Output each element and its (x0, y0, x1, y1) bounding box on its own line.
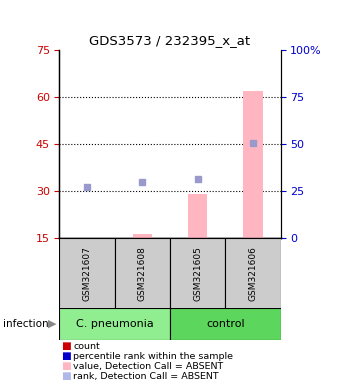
Bar (225, 238, 280, 309)
Text: rank, Detection Call = ABSENT: rank, Detection Call = ABSENT (73, 372, 219, 381)
Bar (243, 91, 262, 238)
Text: percentile rank within the sample: percentile rank within the sample (73, 352, 233, 361)
Text: infection: infection (3, 319, 49, 329)
Text: ■: ■ (62, 371, 71, 381)
Bar (170, 308, 280, 340)
Text: value, Detection Call = ABSENT: value, Detection Call = ABSENT (73, 362, 223, 371)
Text: ■: ■ (62, 341, 71, 351)
Text: C. pneumonia: C. pneumonia (76, 319, 154, 329)
Text: GSM321605: GSM321605 (193, 246, 202, 301)
Bar (188, 194, 207, 238)
Text: GSM321608: GSM321608 (138, 246, 147, 301)
Bar (115, 238, 170, 309)
Text: GSM321606: GSM321606 (249, 246, 257, 301)
Text: control: control (206, 319, 244, 329)
Text: count: count (73, 342, 100, 351)
Text: ▶: ▶ (49, 319, 57, 329)
Text: GSM321607: GSM321607 (83, 246, 91, 301)
Bar (170, 238, 225, 309)
Text: GDS3573 / 232395_x_at: GDS3573 / 232395_x_at (89, 34, 251, 47)
Bar (59, 308, 170, 340)
Bar (133, 234, 152, 238)
Bar (59, 238, 115, 309)
Text: ■: ■ (62, 361, 71, 371)
Text: ■: ■ (62, 351, 71, 361)
